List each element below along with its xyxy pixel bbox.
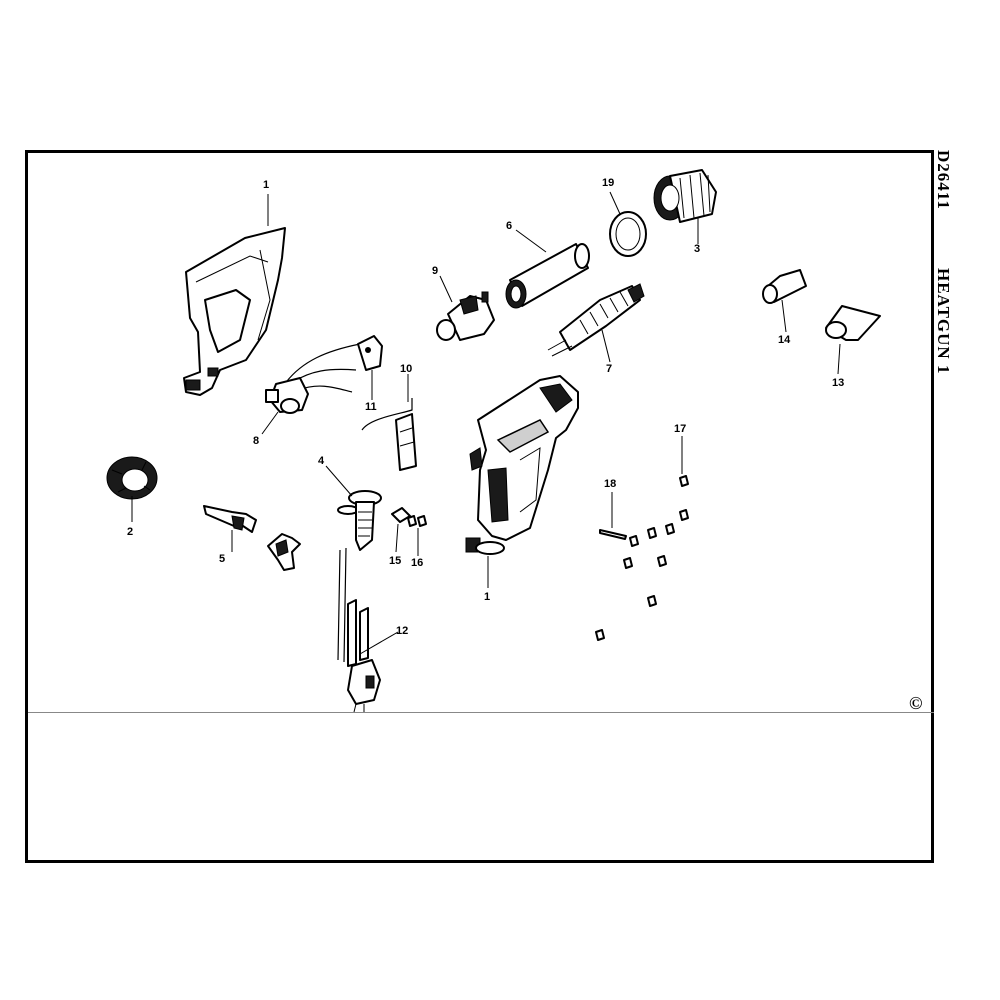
callout-15: 15 bbox=[389, 555, 401, 567]
callout-12: 12 bbox=[396, 625, 408, 637]
callout-8: 8 bbox=[253, 435, 259, 447]
callout-11: 11 bbox=[365, 401, 377, 413]
callout-14: 14 bbox=[778, 334, 791, 346]
callout-13: 13 bbox=[832, 377, 844, 389]
part-switch bbox=[338, 491, 381, 550]
part-nozzle-cage bbox=[654, 170, 716, 222]
callout-2: 2 bbox=[127, 526, 133, 538]
callout-6: 6 bbox=[506, 220, 512, 232]
part-long-pin bbox=[600, 530, 626, 539]
part-plate bbox=[358, 336, 382, 370]
part-fan-motor bbox=[266, 344, 360, 413]
part-power-cord bbox=[338, 548, 380, 712]
part-small-clip bbox=[392, 508, 410, 522]
part-screws bbox=[596, 476, 688, 640]
part-motor bbox=[437, 292, 494, 340]
callout-17: 17 bbox=[674, 423, 686, 435]
callout-3: 3 bbox=[694, 243, 700, 255]
callout-1-top: 1 bbox=[263, 179, 269, 191]
callout-4: 4 bbox=[318, 455, 325, 467]
callout-9: 9 bbox=[432, 265, 438, 277]
callout-5: 5 bbox=[219, 553, 225, 565]
part-housing-half bbox=[184, 228, 285, 395]
callout-16: 16 bbox=[411, 557, 423, 569]
part-heater-tube bbox=[506, 244, 589, 308]
part-reflector-nozzle bbox=[826, 306, 880, 340]
part-heating-element bbox=[548, 284, 644, 356]
part-assembled-heatgun bbox=[466, 376, 578, 554]
callout-10: 10 bbox=[400, 363, 412, 375]
callout-1-bottom: 1 bbox=[484, 591, 490, 603]
callout-18: 18 bbox=[604, 478, 616, 490]
callout-19: 19 bbox=[602, 177, 614, 189]
part-ring bbox=[107, 457, 157, 499]
callout-7: 7 bbox=[606, 363, 612, 375]
part-cone-nozzle bbox=[763, 270, 806, 303]
part-screw-pair bbox=[408, 516, 426, 526]
part-retaining-ring bbox=[610, 212, 646, 256]
